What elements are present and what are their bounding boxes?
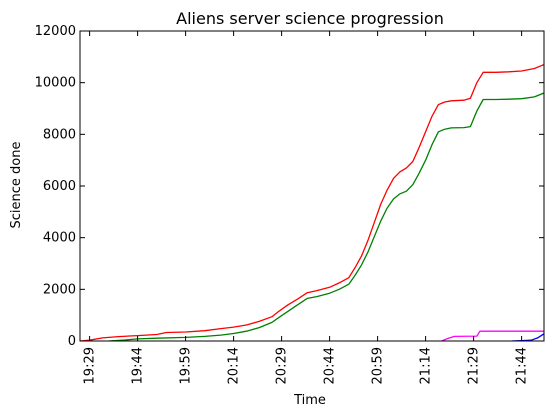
plot-frame [79, 30, 545, 342]
y-tick-label: 4000 [43, 231, 76, 246]
x-tick-label: 20:59 [371, 347, 386, 384]
x-tick-label: 21:44 [515, 347, 530, 384]
y-tick-label: 12000 [35, 24, 76, 39]
series-line-2 [108, 92, 544, 341]
x-tick-label: 19:59 [179, 347, 194, 384]
y-tick-label: 10000 [35, 76, 76, 91]
series-line-1 [80, 63, 544, 341]
x-tick-label: 20:14 [227, 347, 242, 384]
series-line-4 [511, 333, 544, 341]
y-tick-label: 2000 [43, 282, 76, 297]
y-axis-label: Science done [9, 142, 24, 229]
x-tick-label: 19:29 [83, 347, 98, 384]
x-axis-label: Time [293, 393, 326, 408]
y-tick-label: 0 [68, 334, 76, 349]
x-tick-label: 21:14 [419, 347, 434, 384]
y-tick-label: 6000 [43, 179, 76, 194]
x-tick-label: 20:29 [275, 347, 290, 384]
x-tick-label: 20:44 [323, 347, 338, 384]
x-tick-label: 19:44 [131, 347, 146, 384]
series-line-3 [441, 330, 544, 341]
y-tick-label: 8000 [43, 127, 76, 142]
chart-title: Aliens server science progression [176, 9, 444, 28]
x-tick-label: 21:29 [467, 347, 482, 384]
